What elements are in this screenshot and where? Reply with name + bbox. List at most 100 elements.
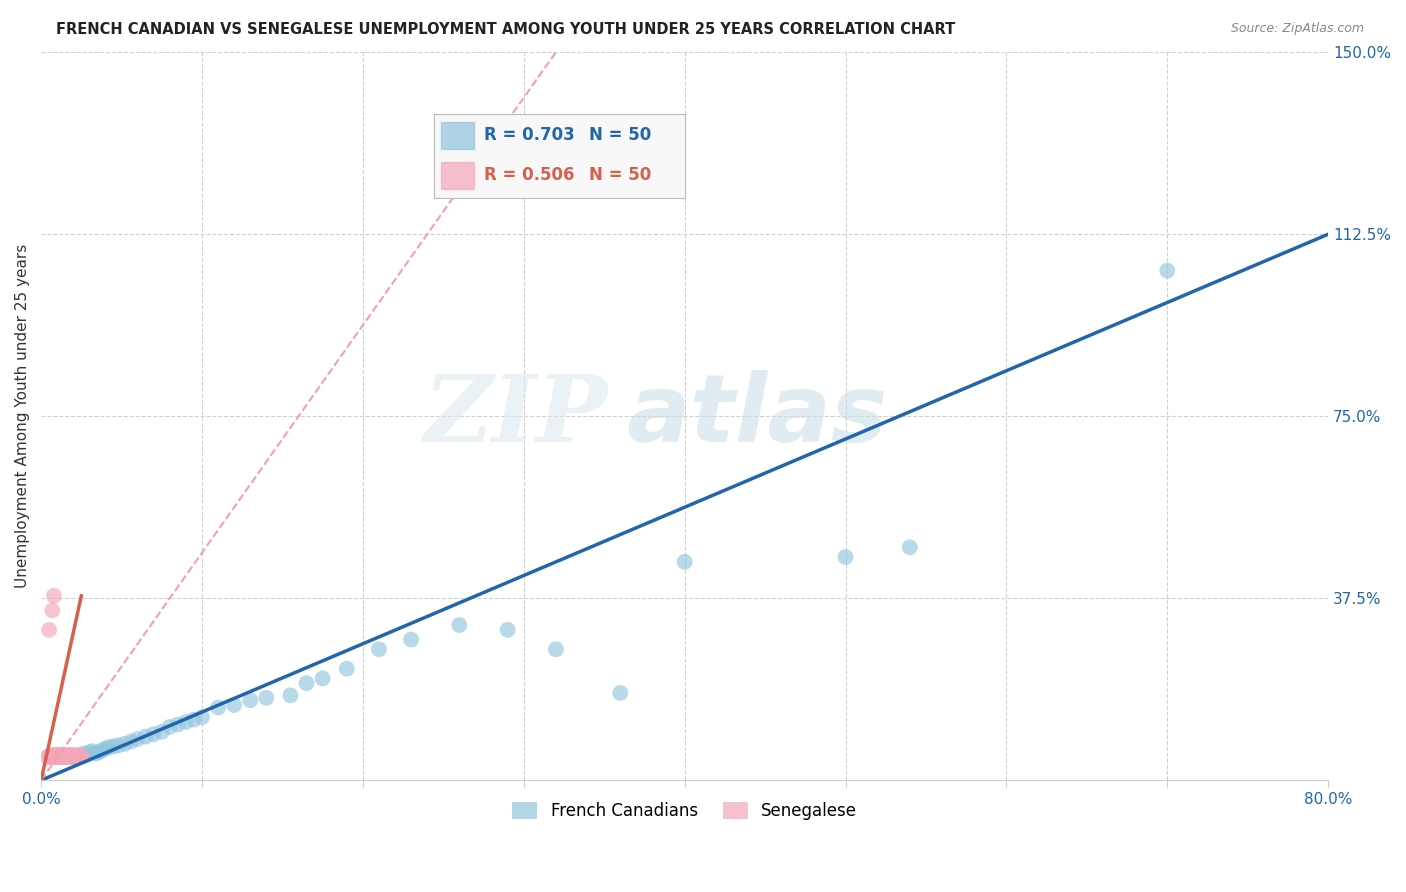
Point <box>52 748 75 763</box>
Point <box>72 747 94 761</box>
Point <box>135 730 157 744</box>
Point <box>49 749 72 764</box>
Point <box>41 748 63 763</box>
Point <box>45 749 67 764</box>
Point <box>150 724 173 739</box>
Point <box>52 750 75 764</box>
Point <box>82 744 104 758</box>
Point <box>65 748 87 763</box>
Point <box>48 749 70 764</box>
Point <box>107 739 129 753</box>
Point <box>58 750 80 764</box>
Point <box>368 642 391 657</box>
Point <box>166 717 188 731</box>
Point <box>46 750 69 764</box>
Point <box>42 750 65 764</box>
Point <box>53 748 76 763</box>
Text: ZIP: ZIP <box>423 371 607 461</box>
Point <box>336 662 359 676</box>
Point <box>49 749 72 764</box>
Point <box>65 749 87 764</box>
Point <box>63 747 86 762</box>
Point <box>42 749 65 764</box>
Point <box>45 747 67 762</box>
Point <box>53 749 76 764</box>
Point <box>70 749 93 764</box>
Point <box>496 623 519 637</box>
Point <box>42 749 65 764</box>
Point <box>159 720 181 734</box>
Point <box>63 749 86 764</box>
Point <box>174 714 197 729</box>
Point <box>37 750 59 764</box>
Point <box>94 741 117 756</box>
Point <box>48 749 70 764</box>
Point <box>191 710 214 724</box>
Point <box>87 745 110 759</box>
Text: FRENCH CANADIAN VS SENEGALESE UNEMPLOYMENT AMONG YOUTH UNDER 25 YEARS CORRELATIO: FRENCH CANADIAN VS SENEGALESE UNEMPLOYME… <box>56 22 956 37</box>
Point <box>70 750 93 764</box>
Point <box>127 732 149 747</box>
Point <box>38 623 60 637</box>
Point <box>46 747 69 762</box>
Point <box>224 698 246 712</box>
Point <box>142 727 165 741</box>
Point <box>52 750 75 764</box>
Point <box>39 747 62 762</box>
Point <box>62 750 84 764</box>
Point <box>41 750 63 764</box>
Point <box>60 749 83 764</box>
Y-axis label: Unemployment Among Youth under 25 years: Unemployment Among Youth under 25 years <box>15 244 30 589</box>
Point <box>898 541 921 555</box>
Point <box>114 737 136 751</box>
Point <box>120 734 142 748</box>
Point <box>49 750 72 764</box>
Point <box>60 750 83 764</box>
Point <box>51 749 73 764</box>
Point <box>183 713 205 727</box>
Point <box>67 749 90 764</box>
Point <box>53 750 76 764</box>
Point <box>46 748 69 763</box>
Point <box>51 747 73 762</box>
Point <box>62 750 84 764</box>
Point <box>280 689 302 703</box>
Point <box>56 749 79 764</box>
Point <box>59 747 82 762</box>
Point <box>449 618 471 632</box>
Point <box>59 747 82 762</box>
Point <box>51 747 73 762</box>
Point <box>91 743 114 757</box>
Point <box>45 747 67 762</box>
Point <box>58 749 80 764</box>
Point <box>52 749 75 764</box>
Point <box>46 750 69 764</box>
Point <box>56 749 79 764</box>
Point <box>49 748 72 763</box>
Point <box>69 749 91 764</box>
Point <box>834 549 856 564</box>
Point <box>49 749 72 764</box>
Text: atlas: atlas <box>627 370 889 462</box>
Point <box>399 632 422 647</box>
Point <box>544 642 567 657</box>
Point <box>56 747 79 762</box>
Point <box>673 555 696 569</box>
Point <box>39 750 62 764</box>
Point <box>239 693 262 707</box>
Point <box>254 690 277 705</box>
Point <box>42 589 65 603</box>
Point <box>295 676 318 690</box>
Point <box>65 750 87 764</box>
Point <box>103 739 125 754</box>
Point <box>38 749 60 764</box>
Point <box>1156 263 1178 277</box>
Point <box>97 740 120 755</box>
Point <box>69 747 91 762</box>
Point <box>79 745 101 759</box>
Point <box>311 672 333 686</box>
Text: Source: ZipAtlas.com: Source: ZipAtlas.com <box>1230 22 1364 36</box>
Point <box>48 747 70 762</box>
Point <box>84 747 107 761</box>
Point <box>41 603 63 617</box>
